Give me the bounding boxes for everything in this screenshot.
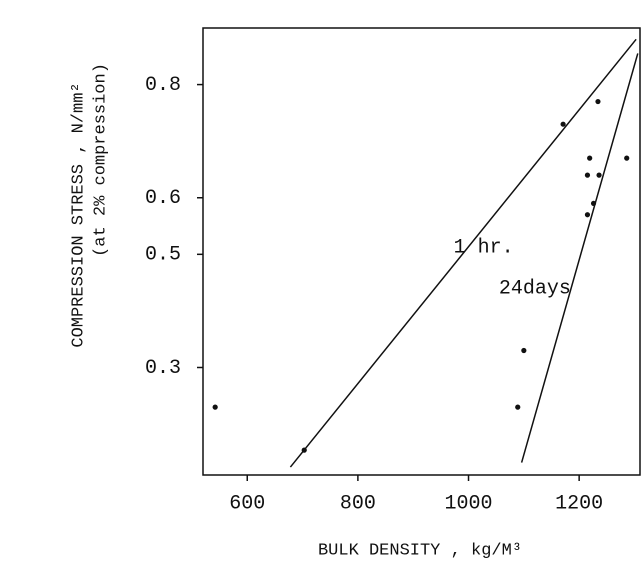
- data-point: [584, 172, 591, 178]
- data-point: [590, 200, 597, 207]
- data-point: [595, 98, 601, 105]
- data-point: [521, 347, 527, 354]
- fit-line: [289, 38, 637, 468]
- line-label: 1 hr.: [454, 237, 514, 260]
- y-tick-label: 0.6: [145, 187, 181, 210]
- x-axis-label: BULK DENSITY , kg/M³: [318, 541, 522, 560]
- x-tick-label: 800: [340, 492, 376, 515]
- fit-line: [520, 53, 639, 463]
- y-axis-label: COMPRESSION STRESS , N/mm²: [69, 82, 88, 347]
- y-tick-label: 0.8: [145, 74, 181, 97]
- y-axis-label: (at 2% compression): [91, 63, 110, 257]
- data-point: [584, 212, 591, 218]
- data-point: [596, 172, 602, 178]
- y-tick-label: 0.3: [145, 357, 181, 380]
- line-label: 24days: [499, 278, 571, 301]
- x-tick-label: 600: [229, 492, 265, 515]
- data-point: [515, 404, 521, 410]
- x-tick-label: 1000: [445, 492, 493, 515]
- y-tick-label: 0.5: [145, 244, 181, 267]
- x-tick-label: 1200: [555, 492, 603, 515]
- data-point: [212, 404, 218, 410]
- data-point: [560, 121, 566, 127]
- data-point: [301, 447, 307, 453]
- plot-frame: [202, 27, 641, 476]
- data-point: [624, 155, 630, 161]
- data-point: [587, 155, 593, 161]
